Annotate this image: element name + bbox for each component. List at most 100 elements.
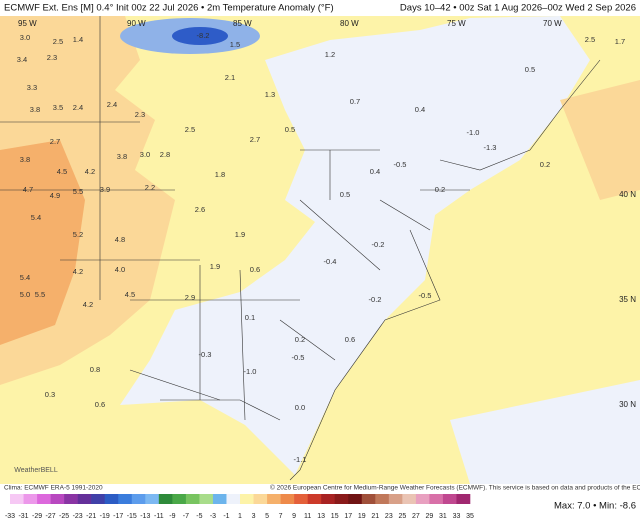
colorbar-swatch xyxy=(158,494,173,504)
colorbar-label: 13 xyxy=(317,513,325,520)
anomaly-label: -0.5 xyxy=(394,160,407,169)
colorbar-swatch xyxy=(226,494,241,504)
anomaly-label: 1.7 xyxy=(615,37,625,46)
colorbar-swatch xyxy=(212,494,227,504)
header-bar xyxy=(0,0,640,16)
anomaly-label: -0.3 xyxy=(199,350,212,359)
latitude-label: 30 N xyxy=(619,400,636,409)
cold-core xyxy=(172,27,228,45)
anomaly-label: 1.9 xyxy=(210,262,220,271)
latitude-label: 40 N xyxy=(619,190,636,199)
anomaly-label: 3.0 xyxy=(140,150,150,159)
anomaly-label: 4.2 xyxy=(73,267,83,276)
anomaly-label: 4.8 xyxy=(115,235,125,244)
anomaly-label: 4.2 xyxy=(85,167,95,176)
hot-region xyxy=(0,140,85,345)
colorbar-swatch xyxy=(429,494,444,504)
anomaly-label: 0.2 xyxy=(295,335,305,344)
colorbar-label: -1 xyxy=(223,513,229,520)
colorbar-label: -31 xyxy=(18,513,28,520)
colorbar-swatch xyxy=(388,494,403,504)
longitude-label: 85 W xyxy=(233,19,252,28)
anomaly-label: 2.4 xyxy=(107,100,117,109)
colorbar-label: 17 xyxy=(344,513,352,520)
colorbar-swatch xyxy=(240,494,254,504)
warm-ocean xyxy=(560,80,640,200)
longitude-label: 95 W xyxy=(18,19,37,28)
colorbar-label: -5 xyxy=(196,513,202,520)
anomaly-label: -1.3 xyxy=(484,143,497,152)
colorbar-label: 29 xyxy=(426,513,434,520)
colorbar-label: -11 xyxy=(154,513,164,520)
anomaly-label: 2.6 xyxy=(195,205,205,214)
colorbar-label: 33 xyxy=(453,513,461,520)
colorbar-swatch xyxy=(131,494,146,504)
colorbar-label: 3 xyxy=(252,513,256,520)
anomaly-label: 0.5 xyxy=(285,125,295,134)
anomaly-label: -0.5 xyxy=(419,291,432,300)
anomaly-label: 4.5 xyxy=(57,167,67,176)
colorbar-label: 19 xyxy=(358,513,366,520)
anomaly-label: 1.3 xyxy=(265,90,275,99)
anomaly-label: 2.9 xyxy=(185,293,195,302)
header-left: ECMWF Ext. Ens [M] 0.4° Init 00z 22 Jul … xyxy=(4,3,334,14)
colorbar-label: -21 xyxy=(86,513,96,520)
colorbar-label: 25 xyxy=(398,513,406,520)
anomaly-label: 0.5 xyxy=(340,190,350,199)
anomaly-label: -0.5 xyxy=(292,353,305,362)
colorbar-swatch xyxy=(348,494,363,504)
anomaly-label: 5.4 xyxy=(31,213,41,222)
anomaly-label: -0.2 xyxy=(369,295,382,304)
colorbar-label: 21 xyxy=(371,513,379,520)
longitude-label: 75 W xyxy=(447,19,466,28)
anomaly-label: 1.9 xyxy=(235,230,245,239)
colorbar-swatch xyxy=(199,494,214,504)
anomaly-label: 2.5 xyxy=(53,37,63,46)
anomaly-label: 3.3 xyxy=(27,83,37,92)
state-borders xyxy=(0,16,470,421)
colorbar-label: -25 xyxy=(59,513,69,520)
anomaly-label: 1.4 xyxy=(73,35,83,44)
colorbar-swatch xyxy=(415,494,430,504)
anomaly-label: 0.2 xyxy=(435,185,445,194)
anomaly-label: 3.5 xyxy=(53,103,63,112)
colorbar-label: -29 xyxy=(32,513,42,520)
latitude-label: 35 N xyxy=(619,295,636,304)
colorbar-swatch xyxy=(456,494,471,504)
anomaly-label: 2.3 xyxy=(135,110,145,119)
colorbar-swatch xyxy=(253,494,268,504)
longitude-label: 70 W xyxy=(543,19,562,28)
colorbar-swatch xyxy=(185,494,200,504)
anomaly-label: 0.4 xyxy=(415,105,425,114)
anomaly-label: 0.7 xyxy=(350,97,360,106)
coastline xyxy=(160,59,601,481)
clima: Clima: ECMWF ERA-5 1991-2020 xyxy=(4,485,103,492)
colorbar-swatch xyxy=(23,494,38,504)
colorbar-label: 9 xyxy=(292,513,296,520)
anomaly-label: 3.8 xyxy=(20,155,30,164)
longitude-label: 80 W xyxy=(340,19,359,28)
anomaly-label: -1.0 xyxy=(244,367,257,376)
anomaly-label: -0.2 xyxy=(372,240,385,249)
colorbar-swatch xyxy=(442,494,457,504)
cool-ocean xyxy=(450,380,640,484)
anomaly-label: 2.7 xyxy=(50,137,60,146)
colorbar-swatch xyxy=(10,494,24,504)
colorbar-swatch xyxy=(307,494,322,504)
colorbar-label: -17 xyxy=(113,513,123,520)
logo: WeatherBELL xyxy=(14,467,58,474)
anomaly-label: 5.5 xyxy=(73,187,83,196)
anomaly-label: -1.1 xyxy=(294,455,307,464)
anomaly-label: 3.8 xyxy=(117,152,127,161)
anomaly-label: 2.5 xyxy=(185,125,195,134)
anomaly-label: 4.7 xyxy=(23,185,33,194)
anomaly-label: 3.4 xyxy=(17,55,27,64)
colorbar-label: -15 xyxy=(127,513,137,520)
footer-bar xyxy=(0,484,640,526)
anomaly-label: 0.8 xyxy=(90,365,100,374)
anomaly-label: 2.7 xyxy=(250,135,260,144)
colorbar-label: -19 xyxy=(100,513,110,520)
anomaly-label: 1.5 xyxy=(230,40,240,49)
colorbar-swatch xyxy=(267,494,281,504)
